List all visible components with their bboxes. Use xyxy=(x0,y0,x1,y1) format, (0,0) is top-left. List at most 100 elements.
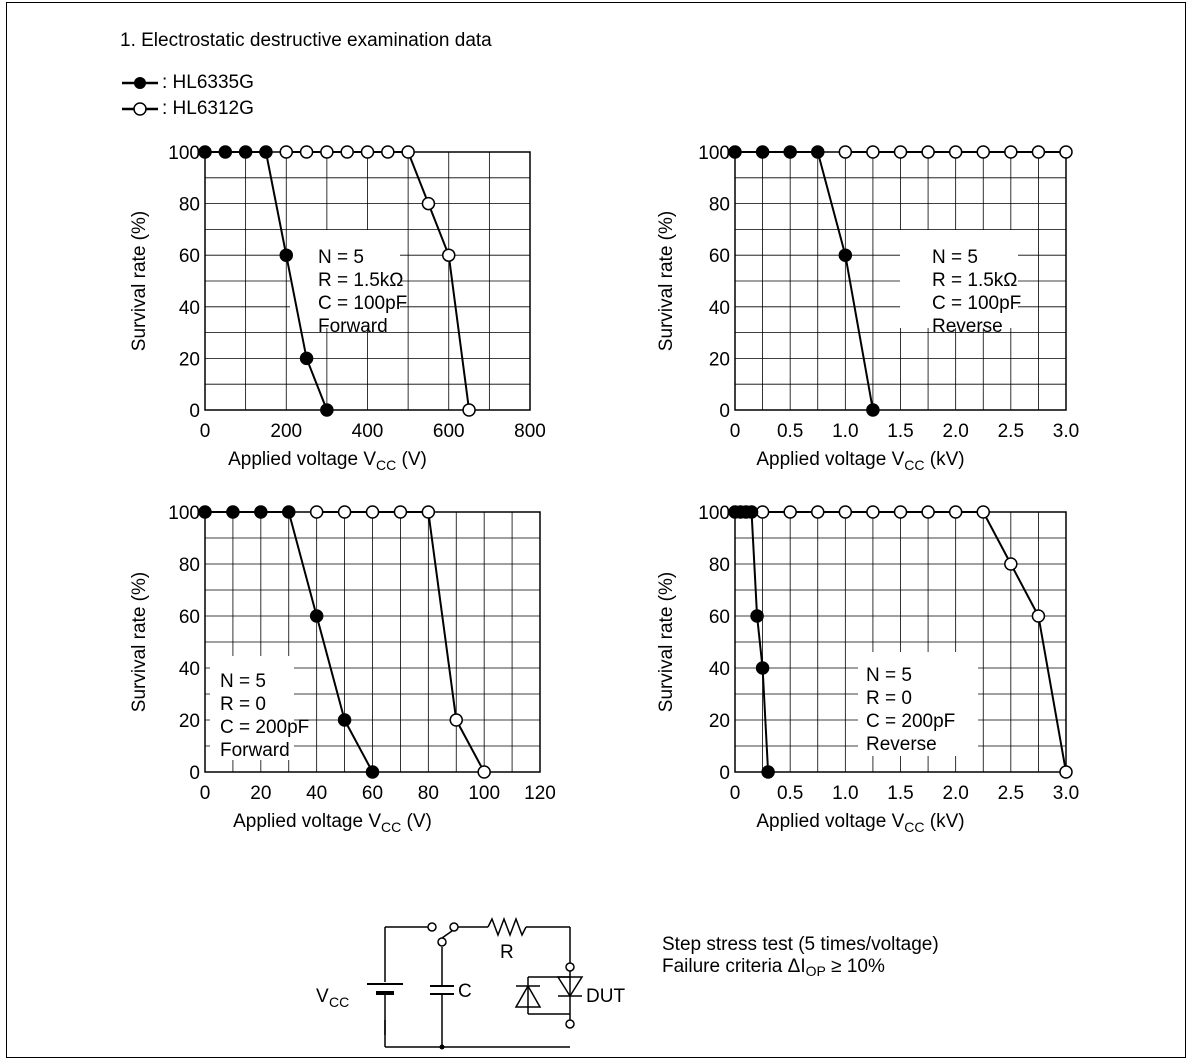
data-point-open xyxy=(866,505,880,519)
x-tick-label: 20 xyxy=(250,783,271,804)
y-tick-label: 0 xyxy=(189,763,200,784)
data-point-open xyxy=(299,145,314,159)
data-point-filled xyxy=(755,661,770,675)
annotation-line: N = 5 xyxy=(318,247,364,268)
legend-label: : HL6335G xyxy=(162,72,254,93)
y-tick-label: 80 xyxy=(179,555,200,576)
y-tick-label: 60 xyxy=(179,607,200,628)
x-tick-label: 2.0 xyxy=(942,421,968,442)
x-tick-label: 60 xyxy=(362,783,383,804)
data-point-open xyxy=(1059,145,1073,159)
annotation-background xyxy=(858,652,978,756)
data-point-filled xyxy=(226,505,240,519)
legend-item-hl6312g: : HL6312G xyxy=(120,98,254,120)
annotation-line: Reverse xyxy=(866,734,937,755)
y-tick-label: 100 xyxy=(698,143,730,164)
annotation-line: R = 0 xyxy=(220,694,266,715)
data-point-open xyxy=(755,505,770,519)
y-axis-label: Survival rate (%) xyxy=(129,211,150,351)
data-point-filled xyxy=(282,505,296,519)
data-point-filled xyxy=(238,145,253,159)
x-axis-label: Applied voltage VCC (V) xyxy=(233,811,432,835)
y-axis-label: Survival rate (%) xyxy=(656,572,677,712)
annotation-line: C = 200pF xyxy=(866,711,955,732)
x-axis-label: Applied voltage VCC (V) xyxy=(228,449,427,473)
annotation-background xyxy=(290,230,400,328)
data-point-filled xyxy=(744,505,759,519)
y-tick-label: 80 xyxy=(709,195,730,216)
x-tick-label: 0 xyxy=(730,783,741,804)
x-tick-label: 1.5 xyxy=(887,783,913,804)
data-point-open xyxy=(449,713,463,727)
x-tick-label: 2.5 xyxy=(998,783,1024,804)
failure-criteria-subscript: OP xyxy=(805,963,826,979)
data-point-filled xyxy=(783,145,797,159)
data-point-filled xyxy=(279,248,293,262)
annotation-line: C = 200pF xyxy=(220,717,309,738)
y-tick-label: 40 xyxy=(179,298,200,319)
y-axis-label: Survival rate (%) xyxy=(656,211,677,351)
x-tick-label: 100 xyxy=(468,783,500,804)
annotation-line: Forward xyxy=(318,316,388,337)
x-tick-label: 40 xyxy=(306,783,327,804)
y-tick-label: 20 xyxy=(709,711,730,732)
data-point-open xyxy=(393,505,408,519)
data-point-open xyxy=(421,505,436,519)
data-point-open xyxy=(381,145,395,159)
filled-circle-marker-icon xyxy=(122,77,158,89)
data-point-open xyxy=(365,505,380,519)
annotation-line: R = 0 xyxy=(866,688,912,709)
x-tick-label: 0.5 xyxy=(777,783,803,804)
data-point-open xyxy=(948,145,963,159)
data-point-filled xyxy=(299,351,314,366)
data-point-open xyxy=(893,145,908,159)
y-tick-label: 60 xyxy=(709,607,730,628)
y-tick-label: 20 xyxy=(179,711,200,732)
annotation-line: N = 5 xyxy=(932,247,978,268)
y-tick-label: 100 xyxy=(168,143,200,164)
data-point-open xyxy=(811,505,825,519)
legend-item-hl6335g: : HL6335G xyxy=(120,72,254,94)
vcc-label: V xyxy=(316,986,329,1007)
annotation-background xyxy=(210,656,294,760)
data-point-filled xyxy=(254,505,268,519)
data-point-open xyxy=(866,145,880,159)
data-point-open xyxy=(462,403,476,417)
annotation-line: R = 1.5kΩ xyxy=(318,270,404,291)
data-point-open xyxy=(893,505,908,519)
x-tick-label: 800 xyxy=(514,421,546,442)
data-point-open xyxy=(948,505,963,519)
data-point-filled xyxy=(866,403,880,417)
annotation-line: R = 1.5kΩ xyxy=(932,270,1018,291)
data-point-open xyxy=(1031,609,1046,623)
x-tick-label: 0 xyxy=(200,783,211,804)
data-point-open xyxy=(309,505,324,519)
data-point-open xyxy=(360,145,375,159)
annotation-background xyxy=(900,230,1018,328)
annotation-line: N = 5 xyxy=(866,665,912,686)
circuit-notes: Step stress test (5 times/voltage) Failu… xyxy=(662,934,939,982)
x-tick-label: 1.0 xyxy=(832,783,858,804)
data-point-open xyxy=(337,505,352,519)
data-point-open xyxy=(279,145,293,159)
resistor-label: R xyxy=(500,942,514,963)
y-tick-label: 60 xyxy=(709,246,730,267)
data-point-filled xyxy=(337,713,352,727)
data-point-open xyxy=(340,145,354,159)
data-point-filled xyxy=(728,145,742,159)
data-point-filled xyxy=(838,248,853,262)
open-circle-marker-icon xyxy=(122,102,158,116)
y-tick-label: 40 xyxy=(709,659,730,680)
data-point-filled xyxy=(811,145,825,159)
y-tick-label: 100 xyxy=(168,503,200,524)
capacitor-label: C xyxy=(458,981,472,1002)
failure-criteria-suffix: ≥ 10% xyxy=(825,956,885,977)
data-point-filled xyxy=(259,145,273,159)
y-tick-label: 20 xyxy=(179,349,200,370)
data-point-open xyxy=(1059,765,1073,779)
data-point-filled xyxy=(198,505,212,519)
annotation-line: N = 5 xyxy=(220,671,266,692)
x-axis-label: Applied voltage VCC (kV) xyxy=(756,449,964,473)
y-tick-label: 40 xyxy=(709,298,730,319)
y-tick-label: 80 xyxy=(179,195,200,216)
